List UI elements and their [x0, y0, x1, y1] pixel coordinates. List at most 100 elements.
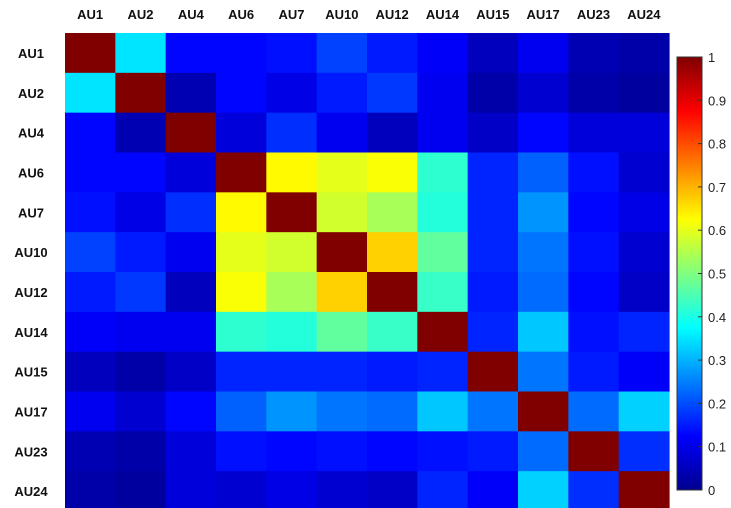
heatmap-cell	[417, 391, 469, 432]
heatmap-cell	[518, 272, 569, 313]
y-tick-label: AU15	[14, 365, 47, 380]
heatmap-cell	[65, 232, 116, 273]
heatmap-cell	[216, 152, 267, 193]
x-tick-label: AU10	[325, 7, 358, 22]
colorbar-tick-label: 1	[708, 50, 715, 65]
x-tick-label: AU12	[376, 7, 409, 22]
heatmap-cell	[568, 311, 620, 353]
heatmap-cell	[216, 471, 267, 508]
heatmap-cell	[216, 33, 267, 74]
heatmap-cell	[568, 431, 620, 472]
heatmap-cell	[316, 431, 368, 472]
heatmap-cell	[165, 152, 217, 193]
heatmap-cell	[568, 152, 620, 193]
heatmap-cell	[568, 72, 620, 114]
heatmap-cell	[417, 232, 469, 273]
heatmap-cell	[266, 33, 318, 74]
heatmap-cell	[618, 152, 670, 193]
heatmap-cell	[618, 471, 670, 508]
y-tick-label: AU2	[18, 86, 44, 101]
y-tick-label: AU4	[18, 126, 45, 141]
heatmap-cell	[316, 351, 368, 393]
heatmap-cell	[568, 33, 620, 74]
heatmap-cell	[417, 311, 469, 353]
colorbar-tick-label: 0	[708, 483, 715, 498]
heatmap-cell	[467, 391, 519, 432]
heatmap-cell	[65, 72, 116, 114]
heatmap-cell	[65, 272, 116, 313]
heatmap-cell	[216, 431, 267, 472]
heatmap-cell	[316, 391, 368, 432]
heatmap-cell	[115, 311, 167, 353]
heatmap-cell	[316, 72, 368, 114]
heatmap-cell	[266, 431, 318, 472]
y-tick-label: AU7	[18, 205, 44, 220]
colorbar-tick-label: 0.3	[708, 353, 726, 368]
heatmap-cell	[417, 72, 469, 114]
heatmap-cell	[367, 272, 418, 313]
x-axis-labels: AU1 AU2 AU4 AU6 AU7 AU10 AU12 AU14 AU15 AU17 AU23 A…	[77, 7, 661, 22]
x-tick-label: AU17	[527, 7, 560, 22]
heatmap-cell	[165, 311, 217, 353]
heatmap-cell	[518, 192, 569, 233]
heatmap-cell	[367, 33, 418, 74]
heatmap-cell	[417, 431, 469, 472]
heatmap-cell	[65, 192, 116, 233]
heatmap-cell	[518, 72, 569, 114]
heatmap-cell	[467, 471, 519, 508]
x-tick-label: AU24	[627, 7, 661, 22]
heatmap-cell	[65, 391, 116, 432]
heatmap-cell	[518, 391, 569, 432]
heatmap-cell	[417, 351, 469, 393]
heatmap-cell	[316, 471, 368, 508]
heatmap-cell	[618, 72, 670, 114]
heatmap-cell	[165, 33, 217, 74]
heatmap-cell	[115, 431, 167, 472]
heatmap-cell	[216, 391, 267, 432]
heatmap-cell	[568, 351, 620, 393]
heatmap-cell	[65, 471, 116, 508]
heatmap-cell	[216, 72, 267, 114]
heatmap-cell	[316, 311, 368, 353]
y-tick-label: AU12	[14, 285, 47, 300]
heatmap-cell	[115, 72, 167, 114]
heatmap-cell	[518, 33, 569, 74]
heatmap-cell	[518, 311, 569, 353]
heatmap-cell	[618, 351, 670, 393]
heatmap-cell	[417, 112, 469, 154]
heatmap-cell	[65, 33, 116, 74]
heatmap-cell	[266, 391, 318, 432]
heatmap-cell	[518, 232, 569, 273]
heatmap-cell	[518, 351, 569, 393]
heatmap-cell	[216, 192, 267, 233]
heatmap-cell	[316, 112, 368, 154]
heatmap-cell	[367, 471, 418, 508]
heatmap-cell	[568, 471, 620, 508]
y-axis-labels: AU1 AU2 AU4 AU6 AU7 AU10 AU12 AU14 AU15 AU17 AU23 A…	[14, 46, 48, 499]
heatmap-cell	[115, 471, 167, 508]
heatmap-cell	[115, 152, 167, 193]
heatmap-cell	[618, 112, 670, 154]
y-tick-label: AU14	[14, 325, 48, 340]
heatmap-cell	[216, 232, 267, 273]
heatmap-cell	[316, 192, 368, 233]
heatmap-cell	[316, 33, 368, 74]
colorbar-tick-label: 0.6	[708, 223, 726, 238]
heatmap-cell	[518, 431, 569, 472]
heatmap-cells	[65, 33, 670, 508]
heatmap-cell	[266, 311, 318, 353]
heatmap-cell	[467, 431, 519, 472]
heatmap-cell	[115, 112, 167, 154]
heatmap-cell	[65, 311, 116, 353]
heatmap-cell	[367, 232, 418, 273]
heatmap-cell	[165, 391, 217, 432]
y-tick-label: AU1	[18, 46, 44, 61]
heatmap-cell	[568, 391, 620, 432]
heatmap-cell	[216, 311, 267, 353]
heatmap-cell	[65, 351, 116, 393]
heatmap-cell	[165, 232, 217, 273]
heatmap-cell	[316, 152, 368, 193]
colorbar-tick-label: 0.5	[708, 267, 726, 282]
heatmap-cell	[367, 391, 418, 432]
